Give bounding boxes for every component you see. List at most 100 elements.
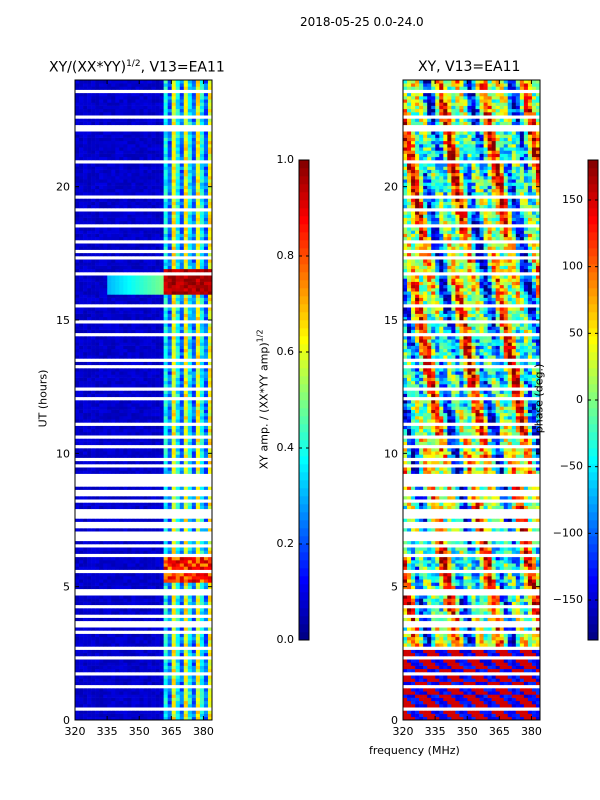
amp-colorbar-segment: [299, 344, 309, 353]
amp-colorbar-segment: [299, 552, 309, 561]
amp-colorbar-segment: [299, 448, 309, 457]
amp-colorbar-segment: [299, 576, 309, 585]
right-ytick-label: 20: [384, 181, 398, 194]
amp-colorbar-segment: [299, 312, 309, 321]
phase-colorbar-segment: [588, 560, 598, 569]
phase-colorbar-tick-label: 0: [576, 393, 583, 406]
amp-colorbar-segment: [299, 256, 309, 265]
phase-colorbar-segment: [588, 376, 598, 385]
phase-colorbar-segment: [588, 408, 598, 417]
phase-colorbar-segment: [588, 456, 598, 465]
left-ytick-label: 0: [63, 714, 70, 727]
left-frame: [74, 79, 213, 721]
amp-colorbar-segment: [299, 264, 309, 273]
amp-colorbar-segment: [299, 232, 309, 241]
left-ytick-label: 20: [56, 181, 70, 194]
phase-colorbar-segment: [588, 512, 598, 521]
phase-colorbar-segment: [588, 448, 598, 457]
amp-colorbar-segment: [299, 224, 309, 233]
phase-colorbar-segment: [588, 184, 598, 193]
phase-colorbar-segment: [588, 600, 598, 609]
phase-colorbar-segment: [588, 296, 598, 305]
left-xtick-label: 350: [129, 725, 150, 738]
right-xtick-label: 320: [393, 725, 414, 738]
amp-colorbar-segment: [299, 208, 309, 217]
amp-colorbar-segment: [299, 616, 309, 625]
phase-colorbar-segment: [588, 496, 598, 505]
left-xtick-label: 335: [97, 725, 118, 738]
amp-colorbar-segment: [299, 368, 309, 377]
right-xtick-label: 380: [521, 725, 542, 738]
amp-colorbar-segment: [299, 376, 309, 385]
amp-colorbar-segment: [299, 544, 309, 553]
amp-colorbar-segment: [299, 408, 309, 417]
amp-colorbar-tick-label: 0.0: [277, 633, 295, 646]
phase-colorbar-segment: [588, 336, 598, 345]
amp-colorbar-segment: [299, 568, 309, 577]
phase-colorbar-segment: [588, 360, 598, 369]
phase-colorbar-segment: [588, 416, 598, 425]
phase-colorbar-segment: [588, 568, 598, 577]
amp-colorbar-segment: [299, 472, 309, 481]
right-heatmap: [403, 80, 541, 721]
phase-colorbar-segment: [588, 304, 598, 313]
amp-colorbar-tick-label: 0.2: [277, 537, 295, 550]
amp-colorbar-segment: [299, 352, 309, 361]
amp-colorbar-segment: [299, 272, 309, 281]
left-ylabel: UT (hours): [36, 369, 50, 428]
left-title-rest: , V13=EA11: [140, 59, 225, 76]
phase-colorbar-segment: [588, 464, 598, 473]
amp-colorbar-segment: [299, 160, 309, 169]
phase-colorbar-segment: [588, 488, 598, 497]
phase-colorbar-segment: [588, 368, 598, 377]
right-xtick-label: 350: [457, 725, 478, 738]
left-ytick-label: 10: [56, 447, 70, 460]
left-title-sup: 1/2: [126, 59, 141, 69]
left-ytick-label: 15: [56, 314, 70, 327]
phase-colorbar-segment: [588, 232, 598, 241]
amp-colorbar-segment: [299, 216, 309, 225]
amp-cbar-label-main: XY amp. / (XX*YY amp): [257, 342, 271, 470]
phase-colorbar-segment: [588, 480, 598, 489]
amp-colorbar-segment: [299, 288, 309, 297]
amp-colorbar-tick-label: 1.0: [277, 153, 295, 166]
amp-colorbar-segment: [299, 336, 309, 345]
amp-colorbar-tick-label: 0.4: [277, 441, 295, 454]
amp-colorbar-segment: [299, 320, 309, 329]
amp-colorbar-segment: [299, 304, 309, 313]
phase-colorbar-segment: [588, 592, 598, 601]
phase-colorbar-segment: [588, 632, 598, 641]
phase-colorbar-segment: [588, 208, 598, 217]
amp-colorbar-segment: [299, 504, 309, 513]
amp-colorbar-segment: [299, 360, 309, 369]
phase-colorbar-segment: [588, 288, 598, 297]
phase-colorbar-segment: [588, 544, 598, 553]
phase-colorbar-segment: [588, 344, 598, 353]
amp-colorbar-segment: [299, 392, 309, 401]
amp-colorbar-segment: [299, 456, 309, 465]
phase-colorbar-tick-label: −100: [553, 526, 583, 539]
phase-colorbar-segment: [588, 584, 598, 593]
amplitude-colorbar: 0.0 0.2 0.4 0.6 0.8 1.0: [277, 153, 310, 646]
amp-colorbar-segment: [299, 432, 309, 441]
phase-colorbar-segment: [588, 216, 598, 225]
amp-colorbar-segment: [299, 200, 309, 209]
amp-colorbar-segment: [299, 512, 309, 521]
amp-colorbar-segment: [299, 424, 309, 433]
phase-colorbar-segment: [588, 608, 598, 617]
amp-colorbar-segment: [299, 184, 309, 193]
right-panel-title: XY, V13=EA11: [418, 59, 521, 75]
phase-colorbar: −150 −100 −50 0 50 100 150: [553, 159, 599, 641]
phase-colorbar-tick-label: 150: [562, 193, 583, 206]
amp-colorbar-segment: [299, 528, 309, 537]
phase-colorbar-tick-label: −150: [553, 593, 583, 606]
left-ytick-label: 5: [63, 581, 70, 594]
phase-colorbar-segment: [588, 440, 598, 449]
phase-colorbar-segment: [588, 352, 598, 361]
phase-colorbar-segment: [588, 536, 598, 545]
amp-colorbar-tick-label: 0.8: [277, 249, 295, 262]
phase-colorbar-segment: [588, 520, 598, 529]
amp-colorbar-segment: [299, 176, 309, 185]
amp-colorbar-segment: [299, 488, 309, 497]
